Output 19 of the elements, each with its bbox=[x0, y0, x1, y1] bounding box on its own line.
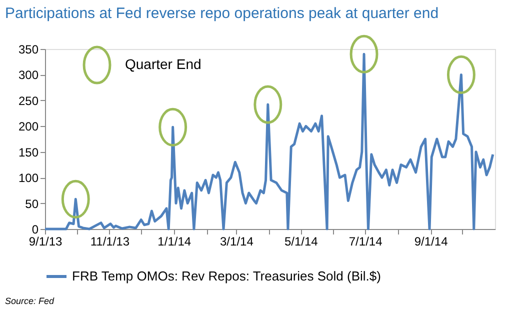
y-tick-label: 0 bbox=[32, 222, 39, 236]
annotation: Quarter End bbox=[125, 56, 202, 72]
x-tick-label: 9/1/14 bbox=[414, 234, 448, 248]
x-tick-label: 1/1/14 bbox=[158, 234, 192, 248]
y-tick-label: 350 bbox=[18, 42, 39, 56]
legend-label: FRB Temp OMOs: Rev Repos: Treasuries Sold (Bil.$) bbox=[72, 268, 381, 284]
x-tick-label: 11/1/13 bbox=[90, 234, 130, 248]
y-tick-label: 100 bbox=[18, 171, 39, 186]
y-tick-label: 200 bbox=[18, 120, 39, 134]
chart-title: Participations at Fed reverse repo operations peak at quarter end bbox=[5, 5, 439, 22]
x-tick-label: 5/1/14 bbox=[284, 234, 318, 248]
y-tick-label: 150 bbox=[18, 145, 39, 160]
y-tick-label: 250 bbox=[18, 94, 39, 108]
y-tick-label: 300 bbox=[18, 68, 39, 82]
y-tick-label: 50 bbox=[25, 196, 39, 211]
source-note: Source: Fed bbox=[5, 296, 56, 306]
x-tick-label: 7/1/14 bbox=[348, 234, 383, 248]
x-tick-label: 9/1/13 bbox=[28, 234, 62, 248]
x-tick-label: 3/1/14 bbox=[220, 234, 254, 248]
